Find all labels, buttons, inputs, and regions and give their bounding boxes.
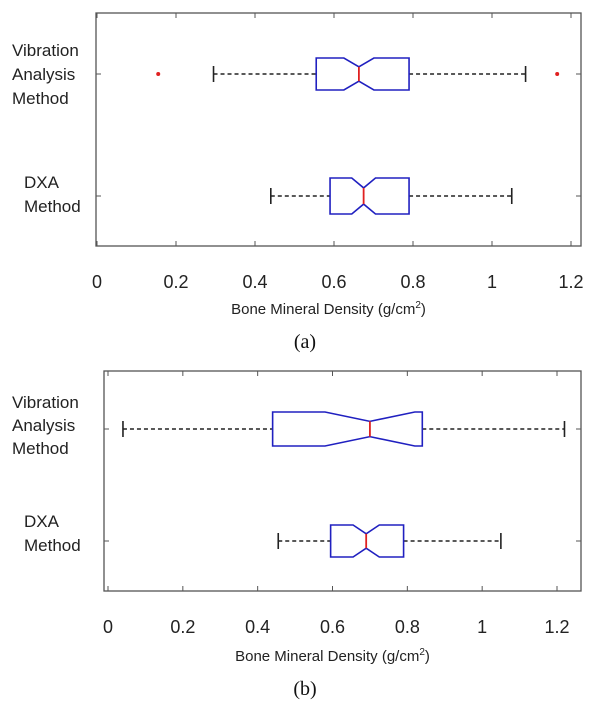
x-tick-label: 0 (92, 272, 102, 292)
box-vibration-analysis: Vibration Analysis Method (12, 41, 560, 108)
category-label: Vibration (12, 393, 79, 412)
category-label: Method (12, 89, 69, 108)
x-axis-label: Bone Mineral Density (g/cm2) (231, 300, 426, 318)
outlier-point (555, 72, 560, 76)
category-label: Analysis (12, 416, 75, 435)
x-axis-label: Bone Mineral Density (g/cm2) (235, 647, 430, 665)
category-label: Method (24, 197, 81, 216)
x-tick-label: 1 (477, 617, 487, 637)
x-tick-label: 0 (103, 617, 113, 637)
x-tick-label: 0.6 (320, 617, 345, 637)
box-dxa: DXA Method (24, 512, 502, 558)
x-tick-label: 0.6 (321, 272, 346, 292)
x-axis-label-sup: 2 (415, 300, 421, 311)
plot-frame (95, 12, 582, 247)
figure-caption: (b) (293, 678, 316, 700)
x-tick-label: 1.2 (544, 617, 569, 637)
notched-box (271, 411, 424, 447)
x-tick-label: 1 (487, 272, 497, 292)
category-label: Vibration (12, 41, 79, 60)
chart-a: 0 0.2 0.4 0.6 0.8 1 1.2 Bone Mineral Density (g… (12, 12, 584, 353)
x-tick-label: 0.4 (245, 617, 270, 637)
x-axis-label-close: ) (425, 648, 430, 665)
chart-b: 0 0.2 0.4 0.6 0.8 1 1.2 Bone Mineral Density (g… (12, 370, 582, 700)
category-label: Method (12, 439, 69, 458)
x-axis-label-text: Bone Mineral Density (g/cm (231, 301, 415, 318)
x-tick-label: 0.8 (400, 272, 425, 292)
box-vibration-analysis: Vibration Analysis Method (12, 393, 566, 458)
notched-box (315, 57, 410, 91)
x-tick-label: 1.2 (558, 272, 583, 292)
figure-caption: (a) (294, 331, 316, 353)
category-label: DXA (24, 512, 60, 531)
box-dxa: DXA Method (24, 173, 513, 216)
x-axis-label-sup: 2 (419, 647, 425, 658)
category-label: DXA (24, 173, 60, 192)
x-tick-label: 0.2 (163, 272, 188, 292)
category-label: Analysis (12, 65, 75, 84)
notched-box (329, 524, 405, 558)
x-tick-label: 0.2 (170, 617, 195, 637)
category-label: Method (24, 536, 81, 555)
x-axis-label-text: Bone Mineral Density (g/cm (235, 648, 419, 665)
x-tick-label: 0.4 (242, 272, 267, 292)
outlier-point (156, 72, 161, 76)
plot-frame (103, 370, 582, 592)
x-axis-label-close: ) (421, 301, 426, 318)
notched-box (329, 177, 410, 215)
x-tick-label: 0.8 (395, 617, 420, 637)
